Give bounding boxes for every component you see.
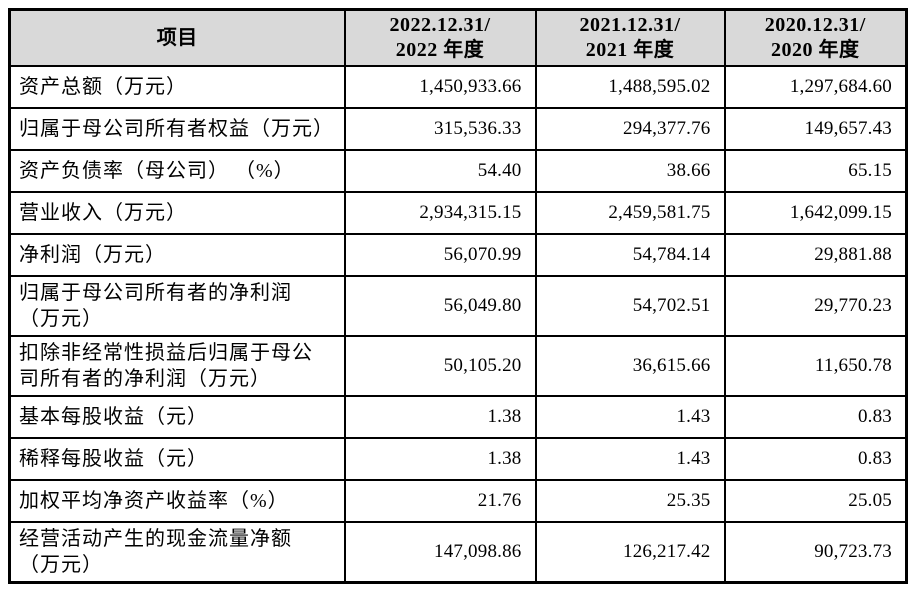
cell-value: 25.05 xyxy=(723,479,908,523)
table-row-revenue: 营业收入（万元） 2,934,315.15 2,459,581.75 1,642… xyxy=(8,191,908,235)
cell-value: 1,450,933.66 xyxy=(343,65,537,109)
cell-value: 56,070.99 xyxy=(343,233,537,277)
table-row-weighted-roe: 加权平均净资产收益率（%） 21.76 25.35 25.05 xyxy=(8,479,908,523)
cell-value: 1.38 xyxy=(343,437,537,481)
cell-value: 54,784.14 xyxy=(534,233,726,277)
cell-value: 294,377.76 xyxy=(534,107,726,151)
cell-value: 2,934,315.15 xyxy=(343,191,537,235)
cell-value: 1,297,684.60 xyxy=(723,65,908,109)
cell-value: 147,098.86 xyxy=(343,521,537,584)
cell-value: 56,049.80 xyxy=(343,275,537,337)
row-label: 净利润（万元） xyxy=(8,233,346,277)
table-body: 资产总额（万元） 1,450,933.66 1,488,595.02 1,297… xyxy=(8,65,908,584)
cell-value: 50,105.20 xyxy=(343,335,537,397)
cell-value: 0.83 xyxy=(723,395,908,439)
cell-value: 21.76 xyxy=(343,479,537,523)
cell-value: 11,650.78 xyxy=(723,335,908,397)
row-label: 稀释每股收益（元） xyxy=(8,437,346,481)
cell-value: 25.35 xyxy=(534,479,726,523)
cell-value: 149,657.43 xyxy=(723,107,908,151)
row-label: 经营活动产生的现金流量净额 （万元） xyxy=(8,521,346,584)
cell-value: 0.83 xyxy=(723,437,908,481)
cell-value: 29,881.88 xyxy=(723,233,908,277)
cell-value: 54.40 xyxy=(343,149,537,193)
row-label: 扣除非经常性损益后归属于母公 司所有者的净利润（万元） xyxy=(8,335,346,397)
cell-value: 1,642,099.15 xyxy=(723,191,908,235)
row-label: 加权平均净资产收益率（%） xyxy=(8,479,346,523)
cell-value: 38.66 xyxy=(534,149,726,193)
cell-value: 65.15 xyxy=(723,149,908,193)
cell-value: 90,723.73 xyxy=(723,521,908,584)
cell-value: 1.43 xyxy=(534,395,726,439)
cell-value: 36,615.66 xyxy=(534,335,726,397)
table-row-deducted-net-profit: 扣除非经常性损益后归属于母公 司所有者的净利润（万元） 50,105.20 36… xyxy=(8,335,908,397)
cell-value: 126,217.42 xyxy=(534,521,726,584)
row-label: 基本每股收益（元） xyxy=(8,395,346,439)
table-row-parent-net-profit: 归属于母公司所有者的净利润 （万元） 56,049.80 54,702.51 2… xyxy=(8,275,908,337)
column-header-2020: 2020.12.31/ 2020 年度 xyxy=(723,8,908,67)
table-row-parent-equity: 归属于母公司所有者权益（万元） 315,536.33 294,377.76 14… xyxy=(8,107,908,151)
table-row-diluted-eps: 稀释每股收益（元） 1.38 1.43 0.83 xyxy=(8,437,908,481)
cell-value: 1.38 xyxy=(343,395,537,439)
table-row-debt-ratio: 资产负债率（母公司） （%） 54.40 38.66 65.15 xyxy=(8,149,908,193)
table-row-basic-eps: 基本每股收益（元） 1.38 1.43 0.83 xyxy=(8,395,908,439)
row-label: 资产负债率（母公司） （%） xyxy=(8,149,346,193)
table-row-net-profit: 净利润（万元） 56,070.99 54,784.14 29,881.88 xyxy=(8,233,908,277)
cell-value: 54,702.51 xyxy=(534,275,726,337)
row-label: 归属于母公司所有者的净利润 （万元） xyxy=(8,275,346,337)
financial-summary-table: 项目 2022.12.31/ 2022 年度 2021.12.31/ 2021 … xyxy=(8,8,908,584)
row-label: 营业收入（万元） xyxy=(8,191,346,235)
row-label: 归属于母公司所有者权益（万元） xyxy=(8,107,346,151)
cell-value: 29,770.23 xyxy=(723,275,908,337)
cell-value: 1.43 xyxy=(534,437,726,481)
table-row-total-assets: 资产总额（万元） 1,450,933.66 1,488,595.02 1,297… xyxy=(8,65,908,109)
row-label: 资产总额（万元） xyxy=(8,65,346,109)
table-row-operating-cash-flow: 经营活动产生的现金流量净额 （万元） 147,098.86 126,217.42… xyxy=(8,521,908,584)
table-header: 项目 2022.12.31/ 2022 年度 2021.12.31/ 2021 … xyxy=(8,8,908,67)
header-row: 项目 2022.12.31/ 2022 年度 2021.12.31/ 2021 … xyxy=(8,8,908,67)
column-header-2021: 2021.12.31/ 2021 年度 xyxy=(534,8,726,67)
cell-value: 315,536.33 xyxy=(343,107,537,151)
cell-value: 1,488,595.02 xyxy=(534,65,726,109)
column-header-item: 项目 xyxy=(8,8,346,67)
column-header-2022: 2022.12.31/ 2022 年度 xyxy=(343,8,537,67)
cell-value: 2,459,581.75 xyxy=(534,191,726,235)
